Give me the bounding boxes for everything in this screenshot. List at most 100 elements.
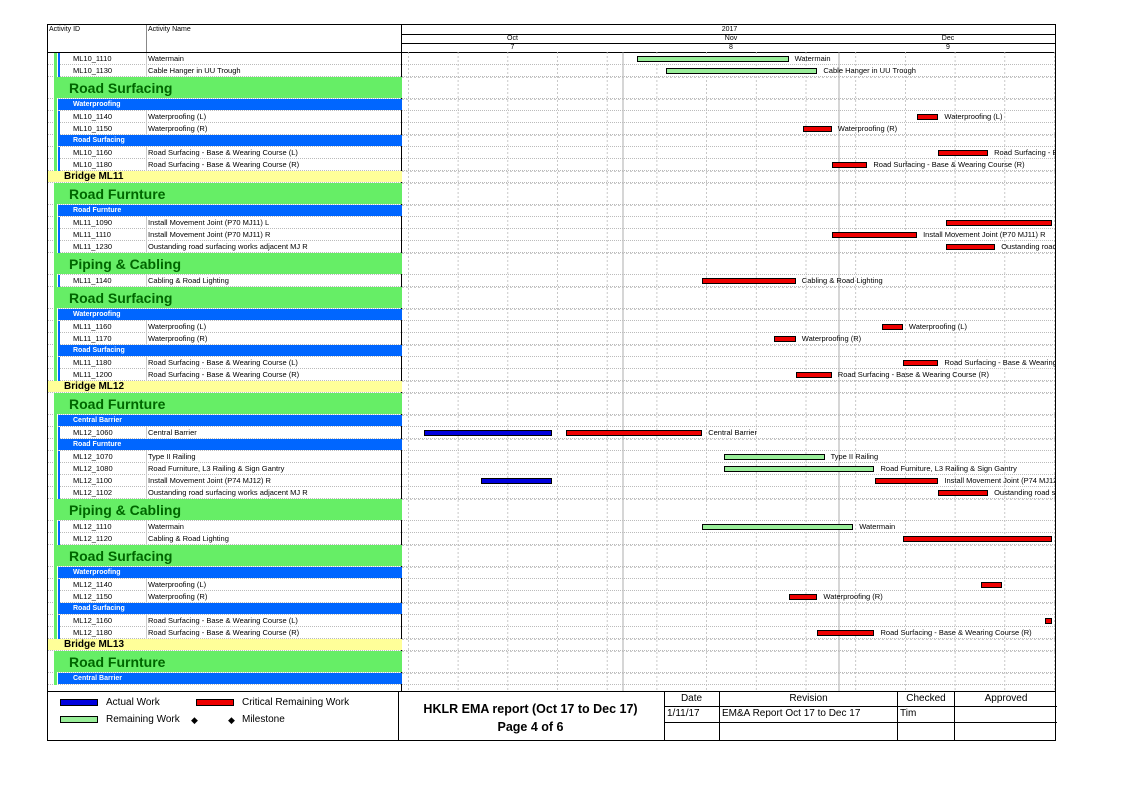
activity-row: ML11_1200 Road Surfacing - Base & Wearing… [48, 369, 1055, 381]
critical-work-bar [1044, 618, 1052, 624]
column-separator [146, 475, 147, 487]
activity-name: Waterproofing (L) [148, 112, 207, 121]
timescale-month-oct: Oct [507, 35, 518, 42]
wbs-indent-stripe [58, 427, 60, 439]
bar-label: Waterproofing (R) [801, 334, 862, 343]
wbs-indent-stripe [54, 321, 57, 333]
wbs-indent-stripe [58, 229, 60, 241]
legend-critical-swatch [196, 699, 234, 706]
column-separator [146, 627, 147, 639]
wbs-indent-stripe [54, 651, 57, 673]
wbs-title: Bridge ML11 [64, 171, 124, 182]
timescale-week-9: 9 [946, 44, 950, 51]
activity-name: Watermain [148, 54, 184, 63]
bar-label: Waterproofing (L) [944, 112, 1003, 121]
wbs-indent-stripe [54, 275, 57, 287]
wbs-indent-stripe [58, 321, 60, 333]
wbs-level2-row: Piping & Cabling [48, 499, 1055, 521]
wbs-indent-stripe [58, 111, 60, 123]
wbs-indent-stripe [58, 579, 60, 591]
activity-row: ML12_1102 Oustanding road surfacing works… [48, 487, 1055, 499]
bar-label: Road Surfacing - Base & Wearing Course (… [880, 628, 1032, 637]
critical-work-bar [981, 582, 1003, 588]
wbs3-band [58, 415, 402, 426]
bar-label: Road Surfacing - Base & Wearing Course (… [873, 160, 1025, 169]
rev-table-rule-2 [664, 722, 1057, 723]
wbs-title: Waterproofing [73, 311, 121, 318]
wbs-indent-stripe [58, 333, 60, 345]
wbs-indent-stripe [54, 99, 57, 111]
activity-id: ML12_1150 [73, 592, 113, 601]
gantt-report-page: Activity ID Activity Name 2017 Oct Nov D… [47, 24, 1057, 741]
activity-id: ML11_1200 [73, 370, 113, 379]
column-separator [146, 159, 147, 171]
wbs-indent-stripe [58, 147, 60, 159]
wbs-indent-stripe [54, 579, 57, 591]
wbs-level3-row: Central Barrier [48, 673, 1055, 685]
wbs-level2-row: Road Furnture [48, 393, 1055, 415]
wbs2-band [54, 651, 402, 672]
wbs-indent-stripe [54, 673, 57, 685]
wbs-indent-stripe [54, 451, 57, 463]
activity-row: ML12_1080 Road Furniture, L3 Railing & Si… [48, 463, 1055, 475]
wbs2-band [54, 253, 402, 274]
wbs-indent-stripe [54, 591, 57, 603]
wbs-indent-stripe [54, 241, 57, 253]
activity-row: ML12_1150 Waterproofing (R) [48, 591, 1055, 603]
wbs2-band [54, 499, 402, 520]
wbs-level2-row: Road Surfacing [48, 545, 1055, 567]
wbs-title: Piping & Cabling [69, 256, 181, 272]
bar-label: Cable Hanger in UU Trough [823, 66, 916, 75]
activity-id: ML12_1160 [73, 616, 113, 625]
timescale-month-nov: Nov [724, 35, 738, 42]
bar-label: Waterproofing (L) [908, 322, 967, 331]
critical-work-bar [938, 150, 989, 156]
bar-label: Road Surfacing - Base & Wearing Course (… [944, 358, 1056, 367]
activity-id: ML10_1140 [73, 112, 113, 121]
rev-table-col-2 [897, 692, 898, 741]
wbs-indent-stripe [54, 205, 57, 217]
timescale-month-dec: Dec [941, 35, 955, 42]
activity-row: ML11_1140 Cabling & Road Lighting [48, 275, 1055, 287]
legend-critical-label: Critical Remaining Work [242, 697, 350, 708]
activity-id: ML11_1090 [73, 218, 113, 227]
bar-label: Watermain [859, 522, 896, 531]
wbs2-band [54, 77, 402, 98]
wbs-title: Road Surfacing [69, 80, 173, 96]
wbs-indent-stripe [54, 369, 57, 381]
wbs-indent-stripe [58, 65, 60, 77]
wbs1-band [48, 381, 402, 392]
wbs-title: Road Surfacing [73, 605, 125, 612]
activity-id: ML10_1130 [73, 66, 113, 75]
critical-work-bar [788, 594, 818, 600]
activity-name: Road Surfacing - Base & Wearing Course (… [148, 160, 300, 169]
wbs-indent-stripe [54, 217, 57, 229]
wbs-indent-stripe [54, 603, 57, 615]
wbs-indent-stripe [54, 65, 57, 77]
wbs-indent-stripe [58, 521, 60, 533]
critical-work-bar [774, 336, 796, 342]
bar-label: Type II Railing [830, 452, 879, 461]
wbs-title: Piping & Cabling [69, 502, 181, 518]
activity-name: Install Movement Joint (P70 MJ11) R [148, 230, 271, 239]
wbs-indent-stripe [58, 241, 60, 253]
rev-table-col-3 [954, 692, 955, 741]
wbs-title: Central Barrier [73, 417, 123, 424]
wbs-indent-stripe [54, 135, 57, 147]
activity-row: ML11_1160 Waterproofing (L) [48, 321, 1055, 333]
activity-name: Central Barrier [148, 428, 197, 437]
activity-id: ML11_1110 [73, 230, 111, 239]
actual-work-bar [424, 430, 552, 436]
activity-name: Cabling & Road Lighting [148, 534, 229, 543]
activity-name: Road Surfacing - Base & Wearing Course (… [148, 358, 298, 367]
wbs-level2-row: Piping & Cabling [48, 253, 1055, 275]
column-separator [146, 463, 147, 475]
wbs-level1-row: Bridge ML13 [48, 639, 1055, 651]
wbs-indent-stripe [54, 53, 57, 65]
critical-work-bar [874, 478, 939, 484]
critical-work-bar [945, 244, 996, 250]
column-separator [146, 123, 147, 135]
bar-label: Cabling & Road Lighting [801, 276, 883, 285]
wbs-indent-stripe [54, 439, 57, 451]
gantt-gridlines [402, 52, 1055, 691]
